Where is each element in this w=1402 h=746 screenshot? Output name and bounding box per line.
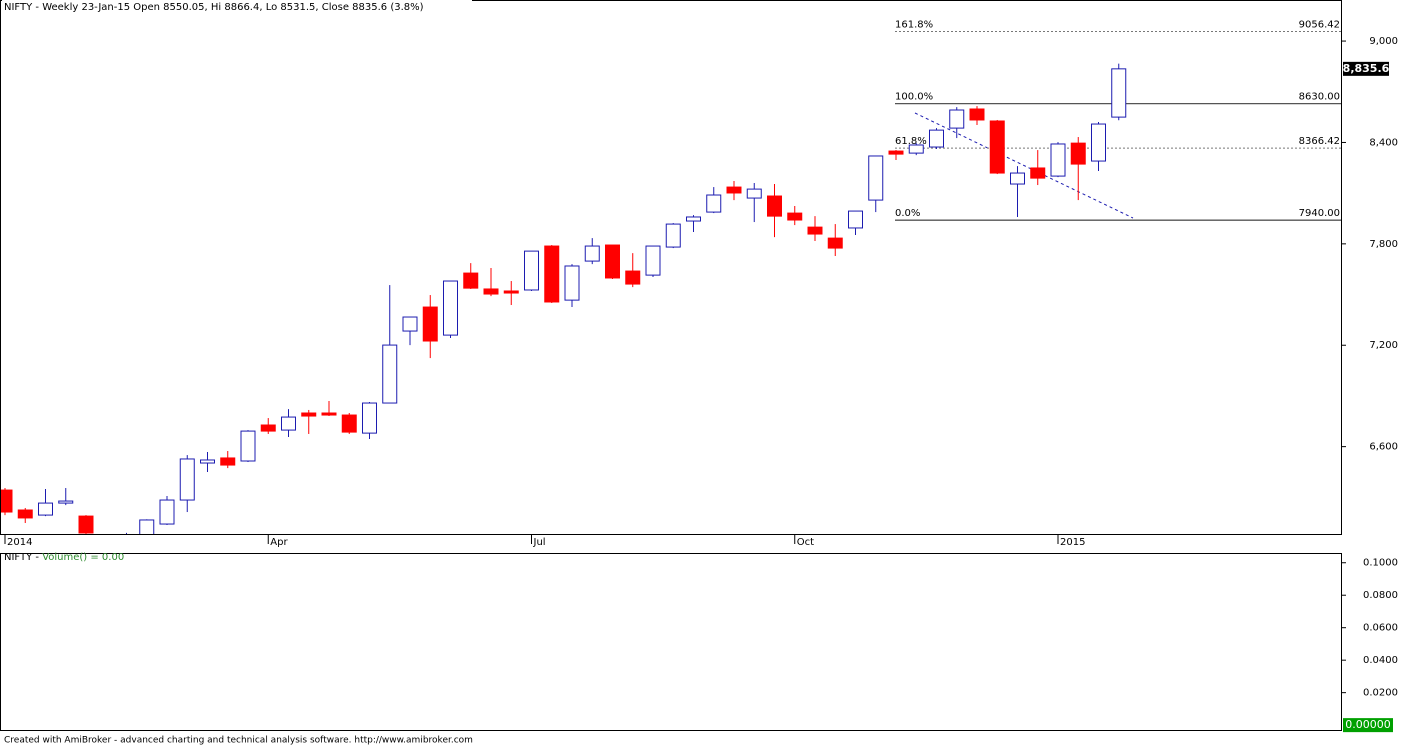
candle-body [1050, 143, 1066, 177]
candle-body [908, 144, 924, 154]
candle-body [260, 424, 276, 432]
y-tick-label: 8,400 [1369, 137, 1398, 148]
candle-body [767, 195, 782, 217]
vol-y-tick-label: 0.0400 [1363, 655, 1398, 666]
candle-body [120, 540, 134, 547]
candle-body [1010, 172, 1025, 185]
candle-body [58, 500, 74, 504]
fib-value: 8366.42 [1299, 136, 1340, 147]
vol-y-tick-label: 0.0200 [1363, 688, 1398, 699]
y-tick-label: 9,000 [1369, 36, 1398, 47]
candle-body [544, 245, 560, 303]
candle-body [443, 280, 458, 336]
fib-level: 100.0% [895, 92, 933, 103]
candle-body [888, 150, 904, 155]
x-tick-label: Oct [797, 537, 814, 548]
volume-title: NIFTY - Volume() = 0.00 [4, 552, 124, 563]
y-tick-label: 7,200 [1369, 340, 1398, 351]
candle-body [240, 430, 256, 462]
candle-body [787, 212, 803, 221]
candle-body [503, 290, 519, 294]
footer: Created with AmiBroker - advanced charti… [4, 736, 473, 746]
candle-body [382, 344, 398, 404]
price-pane-frame [0, 0, 1342, 535]
candle-body [524, 250, 539, 291]
y-tick-label: 6,600 [1369, 442, 1398, 453]
last-price-label: 8,835.6 [1343, 62, 1390, 75]
candle-body [625, 270, 641, 285]
fib-level: 0.0% [895, 208, 920, 219]
last-price-box [1343, 61, 1389, 76]
candle-body [969, 108, 985, 121]
candle-body [99, 538, 113, 548]
candle-body [38, 502, 53, 516]
candle-body [1070, 142, 1086, 165]
candle-body [483, 288, 499, 295]
y-tick-label: 7,800 [1369, 239, 1398, 250]
x-tick-label: 2014 [7, 537, 32, 548]
candle-body [605, 244, 620, 279]
x-tick-label: Jul [533, 537, 546, 548]
candle-body [848, 210, 863, 229]
candle-body [726, 186, 742, 194]
candle-body [706, 194, 722, 213]
candle-body [17, 509, 33, 519]
x-tick-label: 2015 [1060, 537, 1085, 548]
candle-body [463, 272, 479, 289]
candle-body [1030, 167, 1046, 179]
candle-body [564, 265, 580, 301]
title-bg [2, 0, 472, 13]
vol-y-tick-label: 0.0600 [1363, 623, 1398, 634]
candle-body [949, 109, 965, 129]
candle-body [645, 245, 661, 276]
candle-body [746, 188, 762, 199]
candle-body [78, 515, 94, 534]
candle-body [929, 129, 944, 148]
candle-body [1091, 123, 1106, 162]
fib-value: 8630.00 [1299, 92, 1340, 103]
candle-body [159, 499, 175, 525]
volume-pane-frame [0, 553, 1342, 731]
candle-body [868, 155, 884, 201]
candle-body [1, 489, 13, 513]
candle-body [362, 402, 377, 434]
candle-body [281, 416, 296, 431]
chart-title: NIFTY - Weekly 23-Jan-15 Open 8550.05, H… [4, 2, 424, 13]
volume-pane-name: NIFTY - [4, 552, 42, 563]
candle-body [321, 412, 337, 416]
candle-body [584, 245, 600, 262]
vol-last-box [1343, 718, 1393, 733]
candle-body [686, 216, 701, 222]
candle-body [200, 459, 215, 464]
candle-body [139, 519, 155, 534]
candle-body [402, 316, 418, 332]
fib-level: 61.8% [895, 136, 927, 147]
candle-body [665, 223, 681, 248]
fib-level: 161.8% [895, 20, 933, 31]
vol-last-label: 0.00000 [1345, 718, 1391, 731]
candle-body [989, 120, 1005, 174]
candle-body [807, 226, 823, 235]
candle-body [179, 458, 195, 501]
vol-y-tick-label: 0.0800 [1363, 590, 1398, 601]
candle-body [301, 412, 317, 417]
candle-body [341, 414, 357, 433]
trendline [914, 112, 1134, 219]
candle-body [1111, 68, 1127, 118]
fib-value: 7940.00 [1299, 208, 1340, 219]
candle-body [220, 457, 236, 466]
candle-body [422, 306, 438, 342]
candle-body [827, 237, 843, 249]
fib-value: 9056.42 [1299, 20, 1340, 31]
x-tick-label: Apr [270, 537, 288, 548]
vol-y-tick-label: 0.1000 [1363, 558, 1398, 569]
price-plot: 161.8% 9056.42 100.0% 8630.00 61.8% 8366.42 0.… [1, 20, 1341, 548]
volume-indicator: Volume() = 0.00 [42, 552, 124, 563]
